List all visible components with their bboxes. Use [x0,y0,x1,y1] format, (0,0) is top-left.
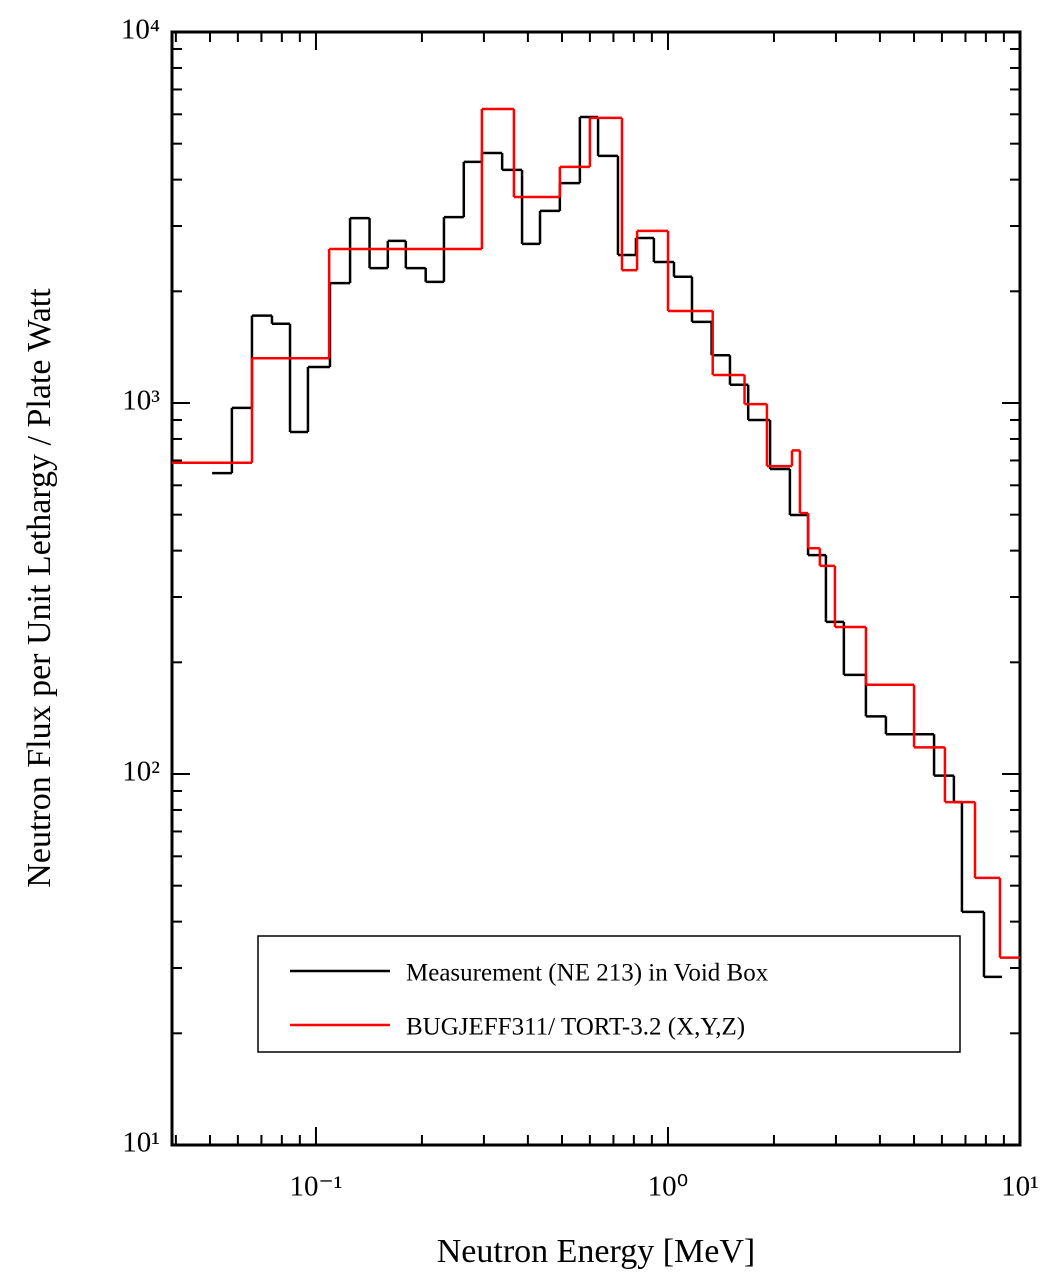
x-tick-label: 10⁰ [648,1171,689,1203]
legend-label: Measurement (NE 213) in Void Box [406,960,769,987]
plot-frame [170,30,1022,1147]
x-tick-label: 10¹ [1001,1171,1039,1203]
y-tick-label: 10⁴ [121,14,160,46]
y-axis-label: Neutron Flux per Unit Lethargy / Plate W… [21,288,58,888]
y-tick-label: 10¹ [122,1127,160,1159]
legend-label: BUGJEFF311/ TORT-3.2 (X,Y,Z) [406,1014,745,1041]
x-axis-label: Neutron Energy [MeV] [437,1233,756,1270]
y-tick-label: 10³ [122,385,160,417]
x-tick-label: 10⁻¹ [289,1171,342,1203]
y-tick-label: 10² [122,756,160,788]
legend-box [257,935,961,1053]
